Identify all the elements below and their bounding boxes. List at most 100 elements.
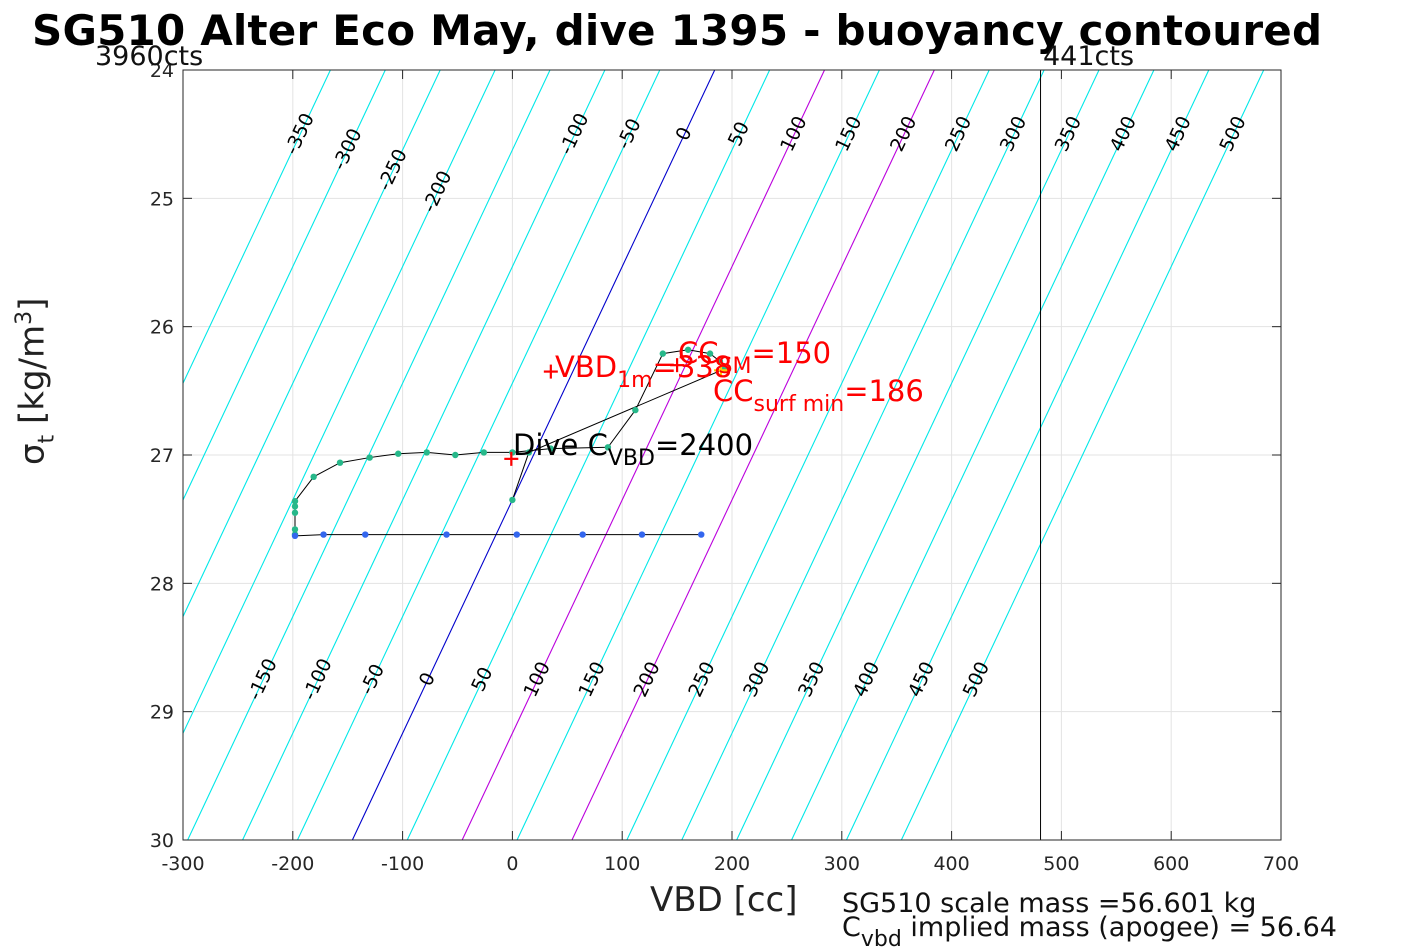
plus-marker [543, 364, 558, 379]
y-axis-sub: t [34, 434, 60, 444]
dive-point [706, 350, 714, 357]
vbd-1m-value: =338 [652, 350, 733, 384]
implied-mass-rest: implied mass (apogee) = 56.64 [901, 912, 1337, 943]
y-tick-label: 24 [150, 60, 174, 82]
dive-point [366, 454, 373, 461]
dive-point [336, 459, 344, 466]
vbd-1m-sub: 1m [617, 368, 653, 393]
chart-title: SG510 Alter Eco May, dive 1395 - buoyanc… [32, 6, 1323, 55]
vbd-1m-main: VBD [555, 350, 618, 384]
y-axis-label: σt [kg/m3] [12, 298, 59, 465]
x-tick-label: -100 [381, 853, 424, 875]
y-axis-close: ] [12, 297, 53, 311]
implied-mass-sub: vbd [860, 927, 902, 952]
dive-point [291, 503, 299, 510]
plus-marker [670, 358, 685, 373]
dive-cvbd-sub: VBD [607, 446, 655, 471]
x-tick-label: 500 [1043, 853, 1079, 875]
climb-point [638, 531, 646, 538]
x-tick-label: 300 [824, 853, 860, 875]
climb-point [291, 532, 299, 540]
contour-line [626, 70, 990, 840]
axis-ticks: -300 -200 -100 0 100 200 300 400 500 600 700 24 25 26… [150, 60, 1299, 875]
x-tick-label: 600 [1153, 853, 1189, 875]
y-tick-label: 28 [150, 573, 174, 595]
dive-series [291, 346, 728, 540]
dive-point [395, 450, 402, 457]
y-tick-label: 30 [150, 830, 174, 852]
x-tick-label: 100 [604, 853, 640, 875]
dive-point [604, 444, 612, 451]
x-tick-label: 200 [714, 853, 750, 875]
buoyancy-contours [183, 70, 1265, 840]
y-tick-label: 29 [150, 702, 174, 724]
dive-point [659, 350, 667, 357]
contour-line [183, 70, 386, 502]
cc-surf-min-annotation: CCsurf min=186 [713, 374, 924, 417]
dive-point [480, 449, 488, 456]
contour-line [845, 70, 1210, 840]
dive-cvbd-value: =2400 [654, 428, 754, 462]
vbd-1m-annotation: VBD1m=338 [555, 350, 732, 393]
x-axis-label: VBD [cc] [650, 880, 798, 920]
contour-line [183, 70, 496, 735]
x-tick-label: -200 [271, 853, 314, 875]
y-tick-label: 27 [150, 445, 174, 467]
dive-point [525, 449, 533, 456]
plus-marker [504, 451, 519, 466]
climb-point [362, 531, 369, 538]
left-counts-label: 3960cts [95, 41, 204, 72]
x-tick-label: 0 [506, 853, 518, 875]
contour-line [681, 70, 1045, 840]
dive-point [310, 473, 317, 481]
implied-mass-main: C [842, 912, 861, 943]
dive-point [291, 509, 299, 516]
contour-line [791, 70, 1155, 840]
dive-point [291, 526, 299, 533]
dive-point [684, 346, 692, 353]
dive-point [632, 406, 639, 414]
plus-marker [714, 363, 729, 378]
x-tick-label: 700 [1263, 853, 1299, 875]
contour-line [242, 70, 606, 840]
dive-point [509, 496, 516, 504]
contour-line [516, 70, 880, 840]
contour-line [461, 70, 826, 840]
implied-mass-text: Cvbd implied mass (apogee) = 56.64 [842, 912, 1337, 952]
x-tick-label: -300 [161, 853, 204, 875]
contour-line [296, 70, 661, 840]
cc-surf-main: CC [713, 374, 754, 408]
y-axis-unit: [kg/m [12, 324, 53, 435]
x-tick-label: 400 [933, 853, 969, 875]
contour-line [406, 70, 771, 840]
y-axis-sup: 3 [12, 310, 37, 325]
cc-surf-sub: surf min [753, 392, 845, 417]
contour-line [183, 70, 331, 385]
contour-line [183, 70, 441, 618]
cc-surf-value: =186 [844, 374, 924, 408]
climb-point [443, 531, 450, 538]
y-tick-label: 25 [150, 188, 174, 210]
dive-point [291, 498, 299, 505]
contour-line [351, 70, 716, 840]
contour-line [900, 70, 1265, 840]
climb-point [579, 531, 586, 538]
climb-point [320, 531, 327, 538]
dive-cvbd-annotation: Dive CVBD=2400 [513, 428, 753, 471]
scale-mass-text: SG510 scale mass =56.601 kg [842, 888, 1257, 919]
cc-markers [504, 358, 729, 466]
cc-sm-sub: SM [718, 354, 752, 379]
climb-point [513, 531, 520, 538]
cc-sm-main: CC [678, 336, 719, 370]
dive-point [547, 445, 555, 452]
dive-point [423, 449, 430, 456]
climb-line [294, 534, 702, 537]
y-tick-label: 26 [150, 317, 174, 339]
contour-line [571, 70, 935, 840]
climb-point [698, 531, 705, 538]
cc-sm-annotation: CCSM=150 [678, 336, 831, 379]
dive-cvbd-main: Dive C [513, 428, 608, 462]
y-axis-symbol: σ [12, 443, 53, 465]
dive-point [452, 451, 459, 459]
